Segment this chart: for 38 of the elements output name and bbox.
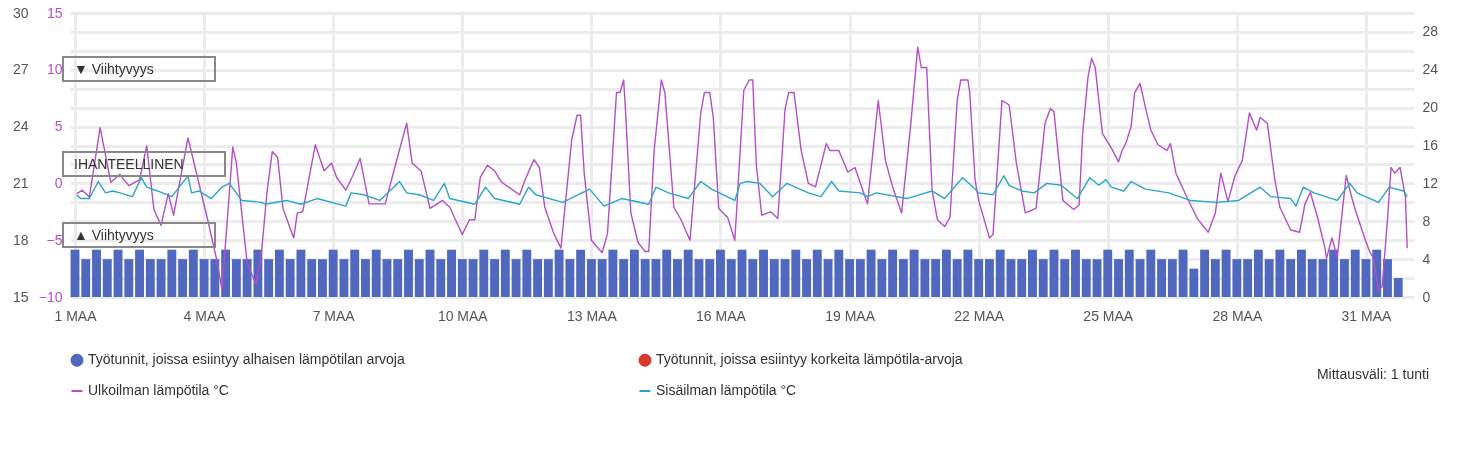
- legend-label: Työtunnit, joissa esiintyy alhaisen lämpötilan arvoja: [88, 351, 405, 368]
- y3-tick-label: 8: [1422, 212, 1431, 229]
- y2-tick-label: −10: [38, 288, 63, 305]
- y3-tick-label: 28: [1422, 23, 1439, 40]
- y-tick-label: 24: [12, 118, 29, 135]
- y2-tick-label: 0: [54, 174, 63, 191]
- x-tick-label: 25 MAA: [1083, 307, 1134, 324]
- y-tick-label: 15: [12, 288, 29, 305]
- text: Mittausväli: 1 tunti: [1316, 366, 1429, 382]
- y-tick-label: 18: [12, 231, 29, 248]
- y3-tick-label: 24: [1422, 61, 1439, 78]
- x-tick-label: 16 MAA: [696, 307, 747, 324]
- outlined-label: ▼ Viihtyvyys: [62, 56, 216, 82]
- y3-tick-label: 4: [1422, 250, 1431, 267]
- y3-tick-label: 12: [1422, 174, 1439, 191]
- x-tick-label: 28 MAA: [1212, 307, 1263, 324]
- legend-label: Työtunnit, joissa esiintyy korkeita lämpötila-arvoja: [656, 351, 963, 368]
- x-tick-label: 19 MAA: [825, 307, 876, 324]
- y-tick-label: 30: [12, 4, 29, 21]
- y2-tick-label: 5: [54, 118, 63, 135]
- x-tick-label: 7 MAA: [312, 307, 356, 324]
- y2-tick-label: 15: [46, 4, 63, 21]
- x-tick-label: 22 MAA: [954, 307, 1005, 324]
- x-tick-label: 4 MAA: [183, 307, 227, 324]
- y3-tick-label: 20: [1422, 99, 1439, 116]
- x-tick-label: 31 MAA: [1341, 307, 1393, 324]
- y3-tick-label: 16: [1422, 137, 1439, 154]
- y2-tick-label: 10: [46, 61, 63, 78]
- legend-label: Sisäilman lämpötila °C: [656, 382, 797, 398]
- legend-label: Ulkoilman lämpötila °C: [88, 382, 229, 398]
- y2-tick-label: −5: [46, 231, 63, 248]
- y-tick-label: 27: [12, 61, 29, 78]
- y3-tick-label: 0: [1422, 288, 1431, 305]
- x-tick-label: 10 MAA: [437, 307, 489, 324]
- y-tick-label: 21: [12, 174, 29, 191]
- outlined-label: ▲ Viihtyvyys: [62, 222, 216, 248]
- x-tick-label: 1 MAA: [54, 307, 98, 324]
- x-tick-label: 13 MAA: [566, 307, 618, 324]
